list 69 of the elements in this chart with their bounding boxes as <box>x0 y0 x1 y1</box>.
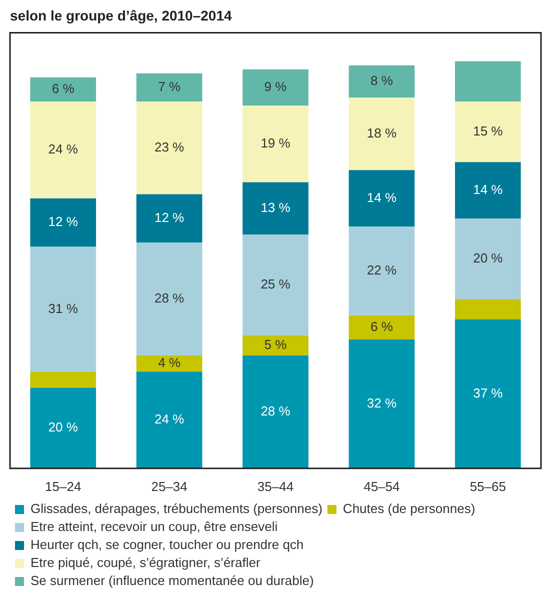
x-tick-label: 25–34 <box>151 478 188 494</box>
legend-label: Se surmener (influence momentanée ou durable) <box>30 573 314 588</box>
legend-label: Etre atteint, recevoir un coup, être enseveli <box>30 519 278 534</box>
data-label: 31 % <box>48 300 78 316</box>
data-label: 18 % <box>366 125 397 140</box>
bar <box>136 102 202 194</box>
bar <box>30 388 96 468</box>
bar <box>454 319 521 468</box>
bar <box>136 194 202 243</box>
bar <box>136 372 202 468</box>
data-label: 32 % <box>366 395 397 410</box>
bar <box>30 246 96 372</box>
bar <box>242 356 308 468</box>
data-label: 20 % <box>48 420 78 435</box>
x-tick-label: 15–24 <box>45 478 82 494</box>
bar <box>242 69 308 106</box>
data-label: 28 % <box>154 290 185 306</box>
data-label: 23 % <box>154 140 185 155</box>
bar <box>454 102 521 162</box>
bar <box>242 335 308 356</box>
data-label: 6 % <box>370 318 394 334</box>
data-label: 9 % <box>264 79 288 94</box>
legend-label: Etre piqué, coupé, s’égratigner, s’érafler <box>30 555 261 570</box>
bar <box>242 234 308 336</box>
bar <box>348 226 415 316</box>
legend-label: Heurter qch, se cogner, toucher ou prendre qch <box>30 537 304 552</box>
bar <box>348 315 415 340</box>
bar <box>454 218 521 300</box>
data-label: 14 % <box>473 182 504 197</box>
bar <box>348 170 415 227</box>
data-label: 24 % <box>48 142 78 157</box>
data-label: 22 % <box>366 262 397 278</box>
bar <box>30 77 96 102</box>
x-tick-label: 45–54 <box>364 478 400 494</box>
data-label: 7 % <box>158 79 181 94</box>
data-label: 4 % <box>158 355 181 370</box>
data-label: 14 % <box>366 190 397 205</box>
bar <box>136 356 202 372</box>
data-label: 37 % <box>473 385 504 400</box>
bar <box>30 198 96 247</box>
legend-label: Glissades, dérapages, trébuchements (personnes) <box>30 501 322 516</box>
bar <box>30 372 96 388</box>
data-label: 28 % <box>260 404 291 419</box>
data-label: 15 % <box>473 123 504 138</box>
data-label: 5 % <box>264 337 288 352</box>
chart-title: selon le groupe d’âge, 2010–2014 <box>10 7 232 24</box>
data-label: 12 % <box>154 210 185 226</box>
data-label: 13 % <box>260 200 291 215</box>
bar <box>454 61 521 102</box>
bar <box>136 242 202 356</box>
bar <box>30 102 96 198</box>
bar <box>348 339 415 468</box>
data-label: 8 % <box>370 73 394 88</box>
bar <box>242 182 308 235</box>
bar <box>348 98 415 170</box>
bar <box>454 299 521 320</box>
data-label: 24 % <box>154 412 185 427</box>
bar <box>242 106 308 182</box>
legend-label: Chutes (de personnes) <box>342 501 476 516</box>
data-label: 6 % <box>52 81 75 96</box>
data-label: 20 % <box>473 250 504 266</box>
bar <box>348 65 415 98</box>
bar <box>136 73 202 102</box>
x-tick-label: 55–65 <box>470 478 506 494</box>
data-label: 12 % <box>48 214 78 230</box>
x-tick-label: 35–44 <box>257 478 294 494</box>
bar <box>454 162 521 218</box>
data-label: 25 % <box>260 276 291 292</box>
data-label: 19 % <box>260 136 291 151</box>
